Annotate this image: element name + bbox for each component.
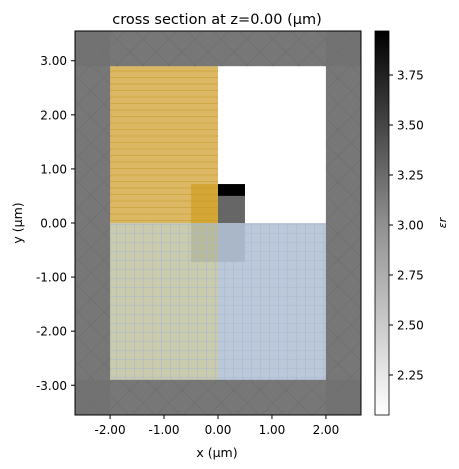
y-tick-label: 1.00: [40, 162, 67, 176]
colorbar-ticks: 2.25 2.50 2.75 3.00 3.25 3.50 3.75: [389, 69, 424, 383]
x-tick-label: 2.00: [313, 423, 340, 437]
colorbar: [374, 30, 390, 416]
chart-title: cross section at z=0.00 (μm): [112, 12, 322, 28]
x-tick-label: 0.00: [205, 423, 232, 437]
y-tick-label: 0.00: [40, 217, 67, 231]
boundary-hatch-top: [75, 31, 361, 67]
colorbar-tick-label: 2.50: [397, 319, 424, 333]
colorbar-tick-label: 3.25: [397, 169, 424, 183]
boundary-hatch-left: [75, 31, 111, 415]
y-axis-ticks: 3.00 2.00 1.00 0.00 -1.00 -2.00 -3.00: [36, 54, 75, 393]
colorbar-tick-label: 2.25: [397, 369, 424, 383]
colorbar-tick-label: 3.00: [397, 219, 424, 233]
x-axis-label: x (μm): [196, 445, 237, 460]
y-tick-label: -2.00: [36, 325, 67, 339]
overlay-pattern-monitor-region: [218, 223, 326, 380]
x-tick-label: -1.00: [149, 423, 180, 437]
y-tick-label: -3.00: [36, 379, 67, 393]
x-tick-label: 1.00: [259, 423, 286, 437]
colorbar-label: εr: [436, 216, 449, 228]
boundary-hatch-bottom: [75, 379, 361, 415]
y-tick-label: 3.00: [40, 54, 67, 68]
x-axis-ticks: -2.00 -1.00 0.00 1.00 2.00: [95, 415, 340, 437]
eps-region-small-dark-block: [218, 184, 245, 196]
plot-area: [75, 31, 361, 415]
y-tick-label: -1.00: [36, 271, 67, 285]
overlay-pattern-small-source: [191, 184, 218, 223]
x-tick-label: -2.00: [95, 423, 126, 437]
boundary-hatch-right: [325, 31, 361, 415]
colorbar-tick-label: 3.50: [397, 119, 424, 133]
eps-region-small-medium-block: [218, 195, 245, 223]
colorbar-tick-label: 3.75: [397, 69, 424, 83]
y-axis-label: y (μm): [10, 202, 25, 243]
y-tick-label: 2.00: [40, 108, 67, 122]
colorbar-tick-label: 2.75: [397, 269, 424, 283]
overlay-pattern-overlap-region: [110, 223, 218, 380]
